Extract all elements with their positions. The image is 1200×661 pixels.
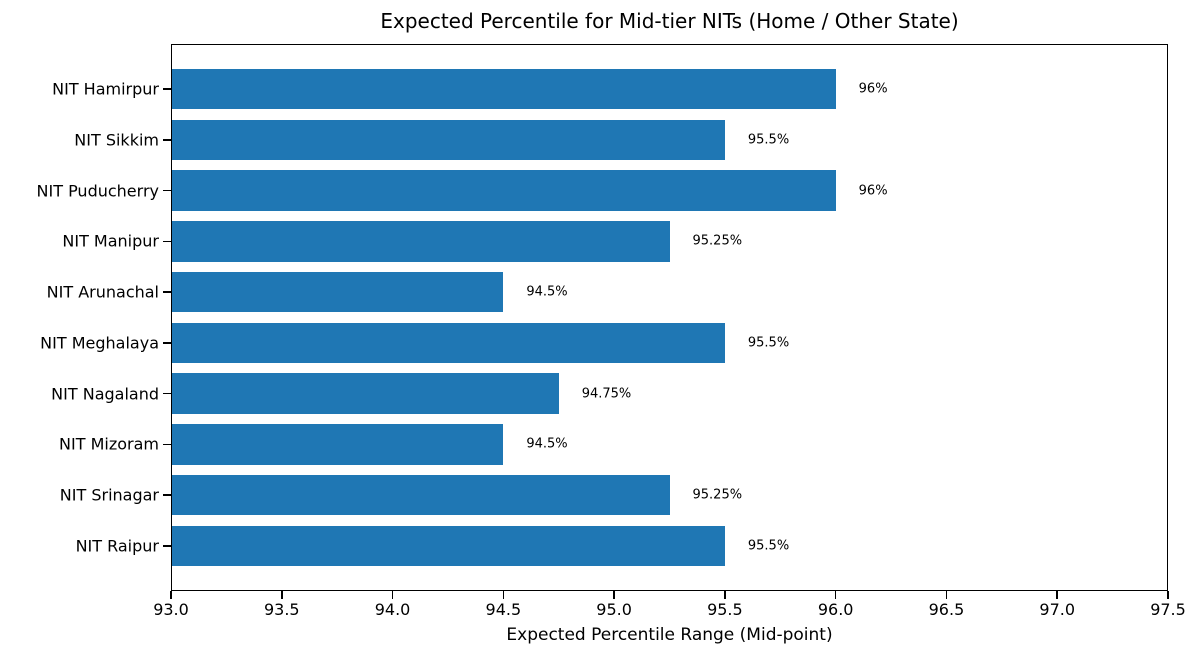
bar-value-label: 95.25%	[692, 233, 743, 249]
bar	[171, 221, 670, 262]
x-tick	[834, 591, 837, 599]
y-tick-label: NIT Mizoram	[59, 434, 159, 454]
bar-value-label: 95.5%	[747, 335, 790, 351]
y-tick-label: NIT Puducherry	[36, 181, 159, 201]
y-tick-label: NIT Raipur	[75, 536, 159, 556]
y-tick-label: NIT Sikkim	[74, 130, 159, 150]
y-tick-label: NIT Hamirpur	[52, 79, 159, 99]
x-tick-label: 96.0	[817, 600, 854, 619]
bar-value-label: 94.5%	[526, 436, 568, 452]
y-tick-label: NIT Nagaland	[51, 384, 159, 404]
y-tick-label: NIT Meghalaya	[40, 333, 159, 353]
x-tick-label: 94.0	[374, 600, 411, 619]
bar-value-label: 95.5%	[747, 132, 790, 148]
x-tick-label: 95.0	[596, 600, 632, 619]
y-tick	[163, 139, 171, 141]
y-tick	[163, 88, 171, 90]
y-tick	[163, 189, 171, 192]
plot-area: 96% 95.5% 96% 95.25% 94.5% 95.5% 94.75% 94.5% 95…	[171, 44, 1168, 591]
y-tick-label: NIT Arunachal	[46, 282, 159, 302]
bar	[171, 424, 504, 465]
x-tick	[724, 591, 726, 599]
bar-value-label: 96%	[858, 183, 888, 199]
x-tick-label: 94.5	[485, 600, 522, 619]
x-tick	[945, 591, 948, 599]
y-tick	[163, 545, 171, 547]
bar	[171, 68, 836, 110]
bar-value-label: 96%	[858, 81, 888, 97]
bar	[171, 170, 836, 211]
bar	[171, 525, 725, 567]
y-tick	[163, 494, 171, 496]
x-tick-label: 97.5	[1150, 600, 1186, 619]
y-tick-label: NIT Srinagar	[59, 485, 159, 505]
x-tick	[1167, 591, 1169, 599]
x-tick-label: 97.0	[1039, 600, 1076, 619]
y-tick-label: NIT Manipur	[62, 231, 159, 251]
y-tick	[163, 342, 171, 344]
x-tick-label: 96.5	[928, 600, 965, 619]
y-tick	[163, 443, 171, 446]
bar-value-label: 95.5%	[747, 538, 790, 554]
bar	[171, 474, 670, 516]
y-tick	[163, 392, 171, 395]
x-axis-label: Expected Percentile Range (Mid-point)	[506, 625, 833, 645]
x-tick	[391, 591, 394, 599]
x-tick	[170, 591, 172, 599]
x-tick	[502, 591, 505, 599]
bar-value-label: 94.5%	[526, 284, 568, 300]
bar	[171, 119, 725, 161]
y-tick	[163, 240, 171, 243]
x-tick	[281, 591, 283, 599]
x-tick	[613, 591, 615, 599]
chart-title: Expected Percentile for Mid-tier NITs (H…	[380, 9, 959, 33]
bar	[171, 373, 559, 414]
x-tick-label: 93.0	[153, 600, 189, 619]
x-tick	[1056, 591, 1058, 599]
y-tick	[163, 291, 171, 293]
bar	[171, 271, 504, 313]
bar-value-label: 95.25%	[692, 487, 743, 503]
bar	[171, 322, 725, 364]
x-tick-label: 93.5	[263, 600, 300, 619]
x-tick-label: 95.5	[707, 600, 743, 619]
bar-value-label: 94.75%	[581, 386, 632, 402]
